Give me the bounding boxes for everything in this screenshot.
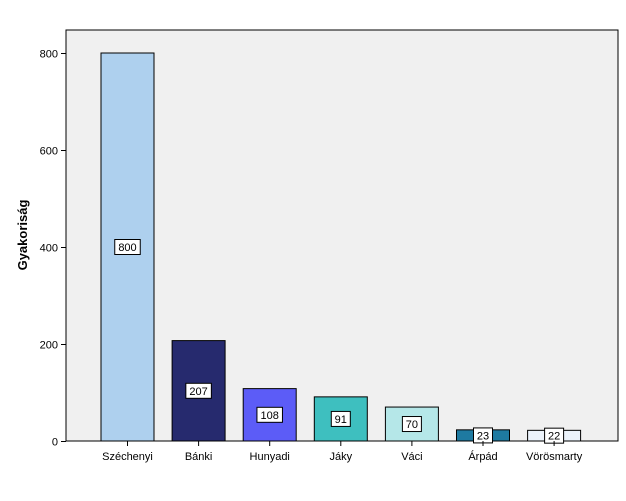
data-label: 91 (335, 414, 347, 426)
x-axis: Széchenyi Bánki Hunyadi Jáky Váci Árpád Vörösm… (102, 441, 583, 463)
data-label: 22 (548, 431, 560, 443)
y-tick-label: 0 (52, 437, 58, 449)
plot-area (65, 29, 619, 442)
x-tick-label: Széchenyi (102, 451, 153, 463)
data-label: 23 (477, 430, 489, 442)
x-tick-label: Hunyadi (250, 451, 290, 463)
y-tick-label: 600 (40, 146, 58, 158)
data-label-box (256, 406, 283, 423)
data-label: 108 (261, 410, 279, 422)
data-label-box (185, 382, 212, 399)
x-tick-label: Árpád (468, 450, 497, 463)
data-label: 207 (189, 386, 207, 398)
x-tick-label: Bánki (185, 451, 213, 463)
data-label-box (330, 410, 351, 427)
y-tick-label: 800 (40, 49, 58, 61)
data-label: 70 (406, 419, 418, 431)
bars-group: 800 207 108 91 70 23 22 (100, 52, 582, 444)
y-axis-title: Gyakoriság (15, 200, 30, 271)
data-label-box (401, 416, 422, 433)
y-tick-label: 200 (40, 340, 58, 352)
data-label-box (114, 239, 141, 255)
data-label: 800 (118, 242, 136, 254)
x-tick-label: Vörösmarty (526, 451, 583, 463)
x-tick-label: Váci (401, 451, 422, 463)
y-axis: 0 200 400 600 800 (40, 49, 66, 449)
x-tick-label: Jáky (329, 451, 352, 463)
y-tick-label: 400 (40, 243, 58, 255)
